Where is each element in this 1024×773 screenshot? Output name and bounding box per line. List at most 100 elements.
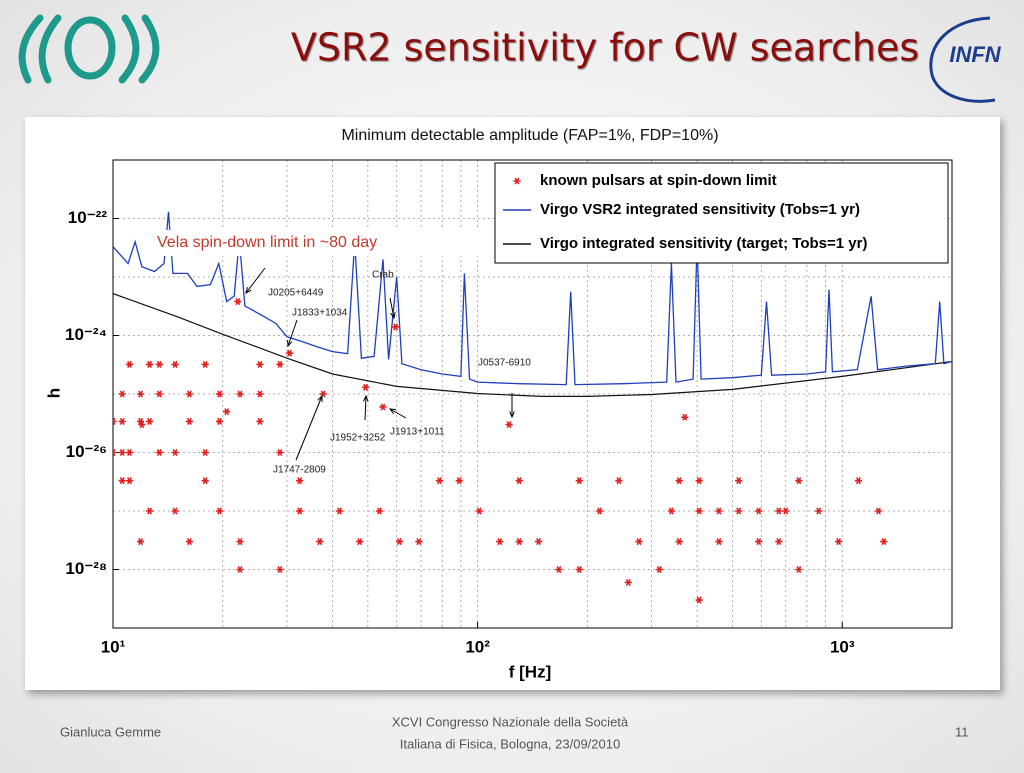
pulsar-marker bbox=[276, 448, 284, 457]
y-axis-label: h bbox=[44, 388, 63, 398]
sensitivity-curve bbox=[113, 293, 952, 397]
pulsar-marker bbox=[145, 360, 154, 368]
annotation: J0205+6449 bbox=[268, 288, 324, 299]
pulsar-marker bbox=[375, 507, 384, 515]
pulsar-marker bbox=[171, 448, 179, 457]
pulsar-marker bbox=[256, 360, 264, 368]
pulsar-marker bbox=[125, 448, 134, 457]
pulsar-marker bbox=[185, 538, 193, 546]
pulsar-marker bbox=[795, 477, 803, 485]
pulsar-marker bbox=[236, 538, 244, 546]
arrow-head bbox=[245, 287, 252, 295]
pulsar-marker bbox=[535, 538, 543, 546]
pulsar-marker bbox=[834, 538, 843, 546]
pulsar-marker bbox=[201, 360, 209, 368]
pulsar-marker bbox=[695, 477, 703, 485]
pulsar-marker bbox=[256, 417, 264, 425]
pulsar-marker bbox=[575, 477, 583, 485]
pulsar-marker bbox=[715, 507, 723, 515]
pulsar-marker bbox=[415, 538, 423, 546]
pulsar-marker bbox=[118, 390, 126, 398]
pulsar-marker bbox=[795, 565, 803, 574]
y-tick-label: 10⁻²² bbox=[68, 208, 108, 227]
arrow-head bbox=[362, 394, 369, 402]
legend-box bbox=[494, 162, 949, 264]
pulsar-marker bbox=[155, 448, 163, 457]
pulsar-marker bbox=[667, 507, 676, 515]
pulsar-marker bbox=[335, 507, 344, 515]
pulsar-marker bbox=[681, 413, 689, 421]
pulsar-marker bbox=[695, 507, 703, 515]
pulsar-marker bbox=[755, 507, 763, 515]
pulsar-marker bbox=[854, 477, 863, 485]
arrow-head bbox=[388, 408, 397, 415]
arrow-head bbox=[287, 339, 293, 348]
pulsar-marker bbox=[185, 390, 193, 398]
pulsar-marker bbox=[215, 390, 224, 398]
pulsar-marker bbox=[113, 448, 117, 457]
pulsar-marker bbox=[138, 421, 146, 429]
arrow-head bbox=[317, 394, 323, 403]
pulsar-marker bbox=[223, 408, 231, 416]
pulsar-marker bbox=[595, 507, 604, 515]
footer-left: Gianluca Gemme bbox=[60, 724, 161, 739]
pulsar-marker bbox=[775, 538, 783, 546]
pulsar-marker bbox=[356, 538, 364, 546]
pulsar-marker bbox=[155, 360, 163, 368]
pulsar-marker bbox=[675, 538, 683, 546]
pulsar-marker bbox=[505, 421, 513, 429]
pulsar-marker bbox=[185, 417, 193, 425]
pulsar-marker bbox=[296, 477, 304, 485]
legend-label: Virgo integrated sensitivity (target; To… bbox=[540, 235, 867, 252]
pulsar-marker bbox=[236, 390, 244, 398]
logo-right: INFN bbox=[929, 16, 1002, 103]
pulsar-marker bbox=[125, 360, 134, 368]
footer-center: Italiana di Fisica, Bologna, 23/09/2010 bbox=[400, 736, 620, 751]
pulsar-marker bbox=[575, 565, 583, 574]
pulsar-marker bbox=[171, 507, 179, 515]
annotation-arrow bbox=[364, 395, 367, 421]
pulsar-marker bbox=[624, 578, 632, 587]
annotation: J0537-6910 bbox=[478, 358, 531, 369]
annotation-arrow bbox=[389, 297, 395, 319]
pulsar-marker bbox=[215, 507, 224, 515]
pulsar-marker bbox=[145, 507, 154, 515]
pulsar-marker bbox=[880, 538, 888, 546]
pulsar-marker bbox=[276, 360, 284, 368]
annotation: Crab bbox=[372, 270, 394, 281]
y-tick-label: 10⁻²⁶ bbox=[66, 442, 107, 461]
pulsar-marker bbox=[815, 507, 823, 515]
pulsar-marker bbox=[362, 383, 370, 391]
pulsar-marker bbox=[395, 538, 403, 546]
logo-left bbox=[18, 14, 160, 84]
plot-frame bbox=[112, 159, 953, 629]
pulsar-marker bbox=[775, 507, 783, 515]
pulsar-marker bbox=[113, 417, 117, 425]
arrow-head bbox=[509, 411, 515, 419]
x-tick-label: 10² bbox=[465, 637, 490, 656]
pulsar-marker bbox=[256, 390, 264, 398]
pulsar-marker bbox=[215, 417, 224, 425]
pulsar-marker bbox=[276, 565, 284, 574]
annotation: J1833+1034 bbox=[292, 308, 348, 319]
pulsar-marker bbox=[118, 417, 126, 425]
pulsar-marker bbox=[675, 477, 683, 485]
pulsar-marker bbox=[635, 538, 643, 546]
pulsar-marker bbox=[735, 507, 743, 515]
pulsar-marker bbox=[455, 477, 463, 485]
pulsar-marker bbox=[435, 477, 444, 485]
sensitivity-curve bbox=[113, 211, 952, 386]
logo-text: INFN bbox=[949, 42, 1001, 67]
pulsar-marker bbox=[379, 403, 387, 411]
pulsar-marker bbox=[475, 507, 483, 515]
annotation: J1747-2809 bbox=[273, 465, 326, 476]
annotation: J1913+1011 bbox=[390, 427, 445, 438]
pulsar-marker bbox=[782, 507, 790, 515]
x-axis-label: f [Hz] bbox=[509, 662, 551, 681]
pulsar-marker bbox=[316, 538, 324, 546]
legend-label: Virgo VSR2 integrated sensitivity (Tobs=… bbox=[540, 201, 860, 218]
pulsar-marker bbox=[171, 360, 179, 368]
pulsar-marker bbox=[392, 323, 400, 331]
annotation-arrow bbox=[245, 267, 266, 294]
